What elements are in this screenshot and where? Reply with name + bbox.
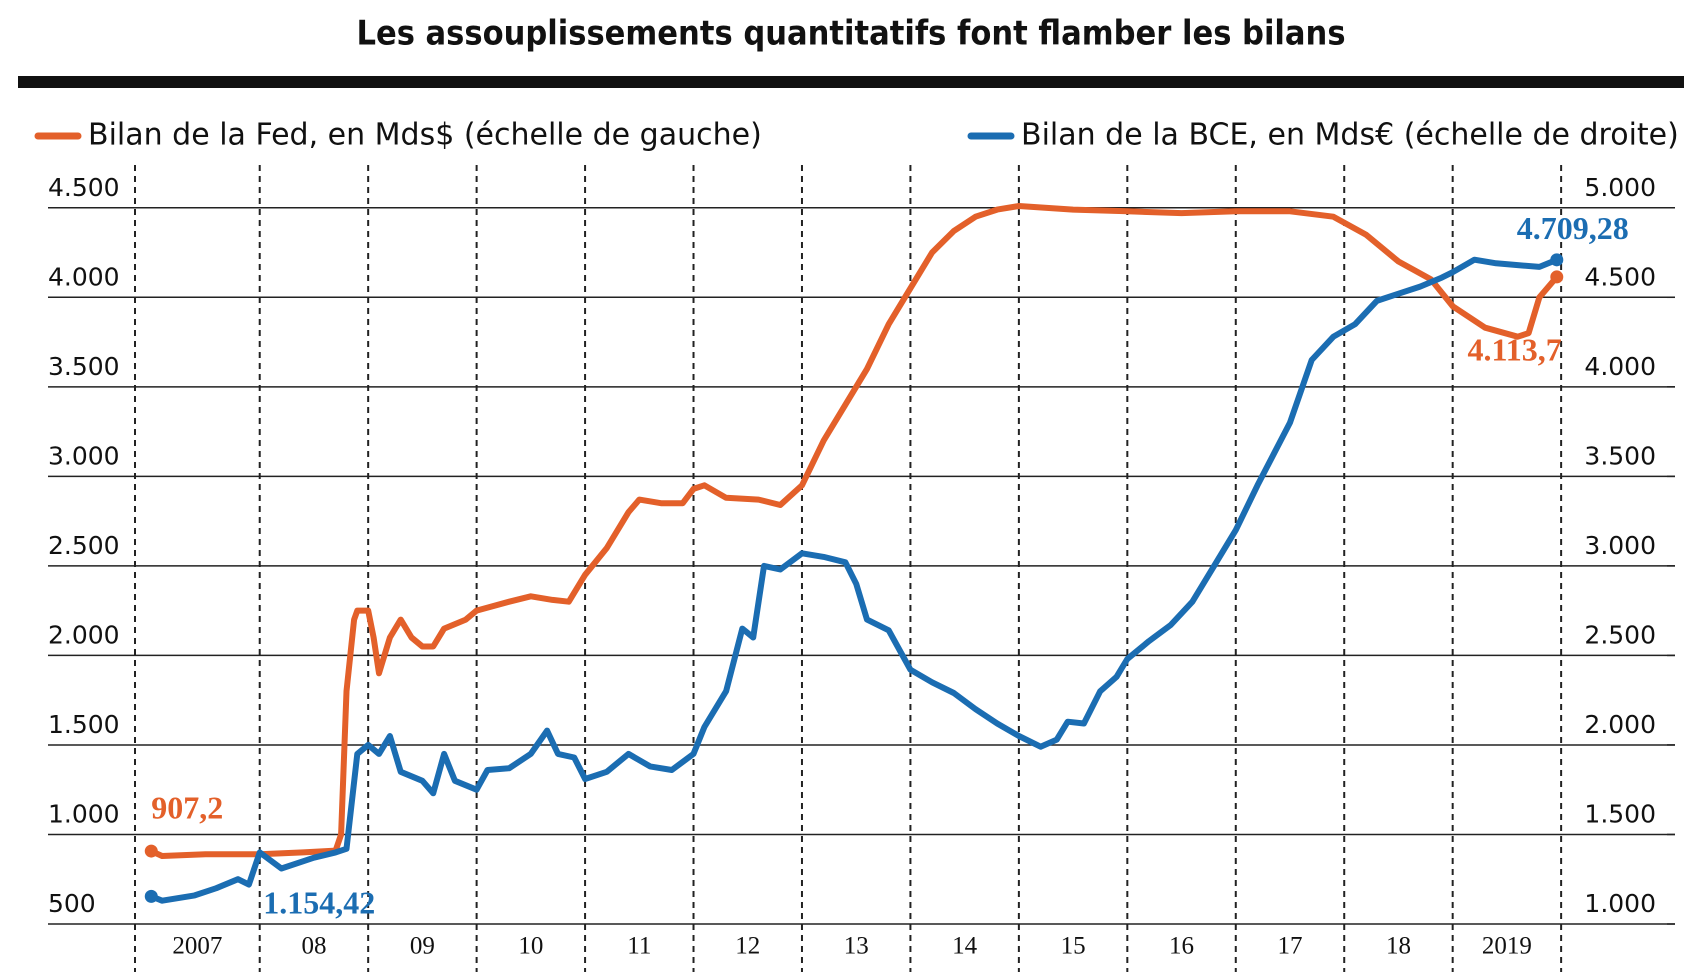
end-dot xyxy=(144,844,158,858)
x-tick-label: 14 xyxy=(952,933,978,960)
y2-tick-label: 3.500 xyxy=(1584,441,1656,470)
end-dot xyxy=(1550,270,1564,284)
y2-tick-label: 1.500 xyxy=(1584,799,1656,828)
x-tick-label: 11 xyxy=(627,933,651,960)
x-tick-label: 10 xyxy=(518,933,543,960)
y2-tick-label: 3.000 xyxy=(1584,531,1656,560)
x-tick-label: 12 xyxy=(735,933,760,960)
x-tick-label: 18 xyxy=(1386,933,1411,960)
y2-tick-label: 4.000 xyxy=(1584,352,1656,381)
y2-tick-label: 2.500 xyxy=(1584,620,1656,649)
end-dot xyxy=(144,889,158,903)
value-label: 907,2 xyxy=(151,789,223,825)
y-tick-label: 3.000 xyxy=(48,441,120,470)
legend-label: Bilan de la Fed, en Mds$ (échelle de gau… xyxy=(88,118,762,153)
y-tick-label: 1.500 xyxy=(48,710,120,739)
x-tick-label: 13 xyxy=(844,933,869,960)
y-tick-label: 1.000 xyxy=(48,799,120,828)
x-tick-label: 2007 xyxy=(172,933,222,960)
value-label: 4.113,7 xyxy=(1468,331,1562,367)
y-tick-label: 2.500 xyxy=(48,531,120,560)
x-tick-label: 2019 xyxy=(1482,933,1532,960)
y2-tick-label: 2.000 xyxy=(1584,710,1656,739)
series-line xyxy=(150,256,1558,904)
y-tick-label: 4.000 xyxy=(48,262,120,291)
chart-title: Les assouplissements quantitatifs font f… xyxy=(356,14,1345,54)
x-tick-label: 09 xyxy=(410,933,435,960)
legend-label: Bilan de la BCE, en Mds€ (échelle de dro… xyxy=(1021,118,1679,153)
title-rule xyxy=(18,76,1684,88)
y-tick-label: 3.500 xyxy=(48,352,120,381)
series-line xyxy=(150,203,1560,859)
y-tick-label: 500 xyxy=(48,889,96,918)
y2-tick-label: 4.500 xyxy=(1584,262,1656,291)
y2-tick-label: 5.000 xyxy=(1584,173,1656,202)
end-dot xyxy=(1550,253,1564,267)
y-tick-label: 4.500 xyxy=(48,173,120,202)
value-label: 4.709,28 xyxy=(1517,210,1629,246)
x-tick-label: 17 xyxy=(1278,933,1303,960)
value-label: 1.154,42 xyxy=(263,885,375,921)
x-tick-label: 15 xyxy=(1061,933,1086,960)
x-tick-label: 08 xyxy=(301,933,326,960)
x-tick-label: 16 xyxy=(1169,933,1194,960)
y2-tick-label: 1.000 xyxy=(1584,889,1656,918)
y-tick-label: 2.000 xyxy=(48,620,120,649)
